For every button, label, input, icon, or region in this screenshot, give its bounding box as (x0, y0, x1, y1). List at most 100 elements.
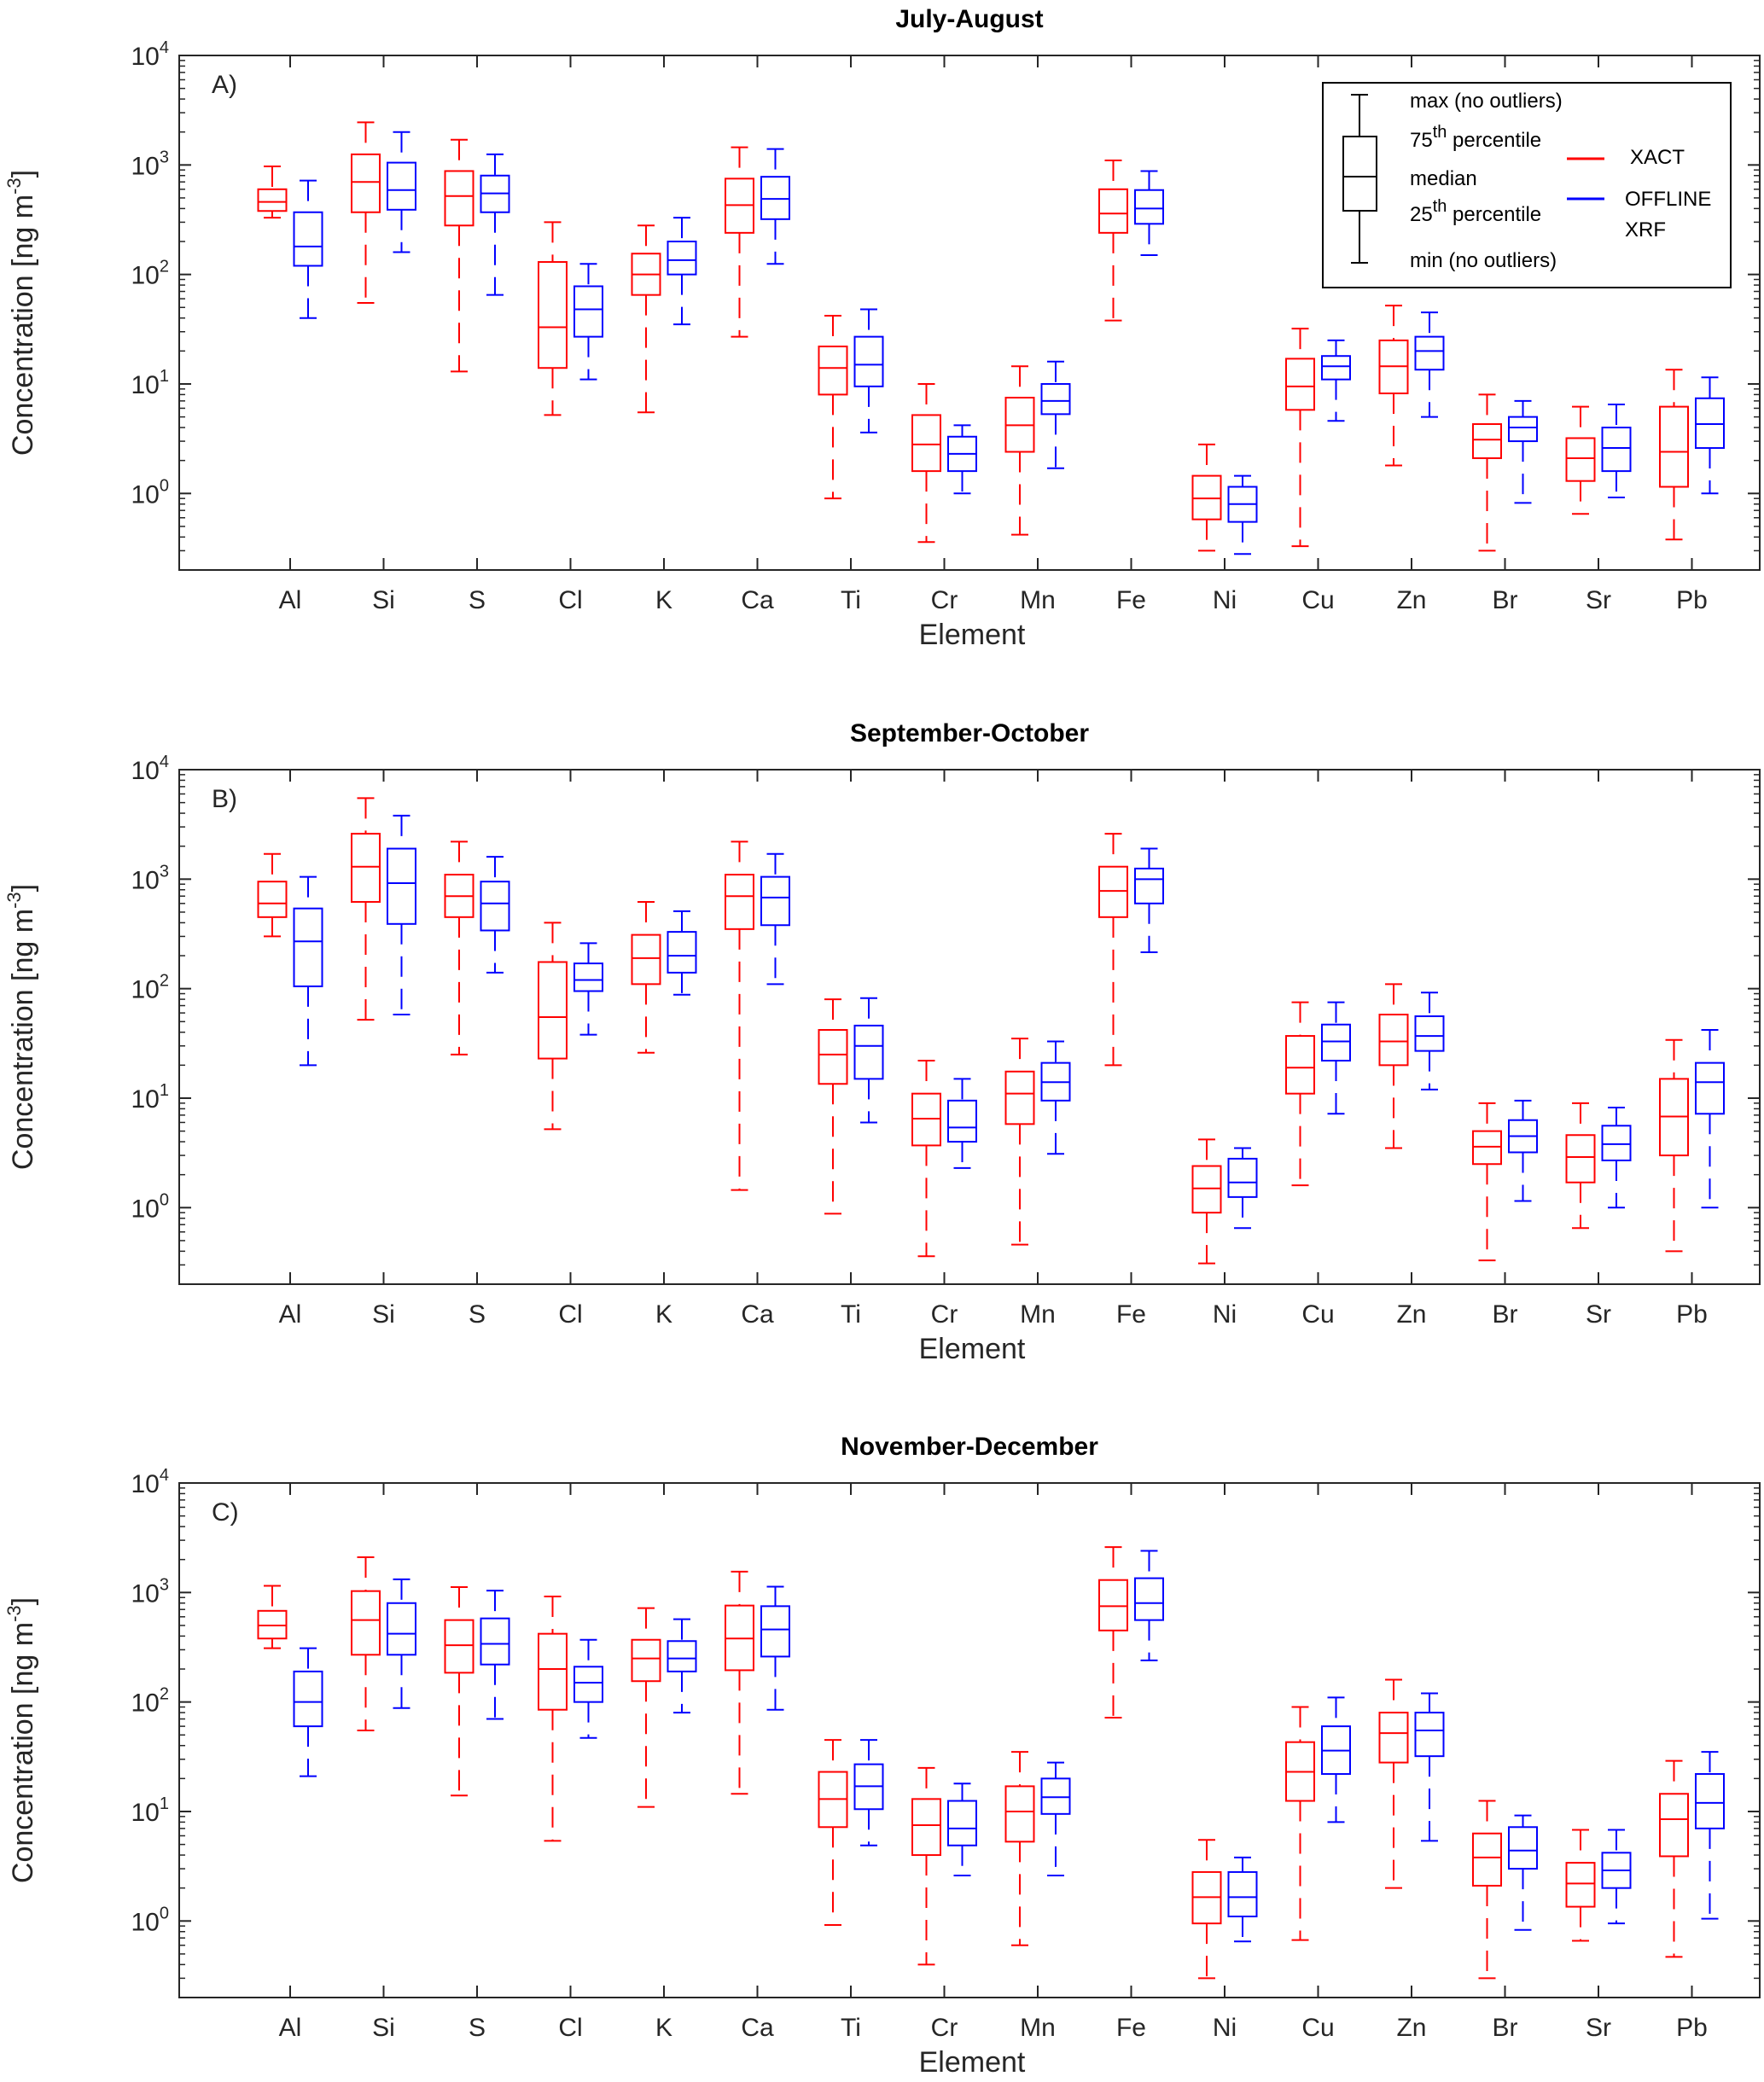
y-axis-label: Concentration [ng m-3] (3, 1597, 39, 1883)
iqr-box (1227, 1870, 1258, 1917)
box-plot (725, 146, 754, 338)
legend-min-label: min (no outliers) (1410, 249, 1557, 272)
box-plot (1191, 1839, 1222, 1980)
y-tick-label: 104 (131, 1466, 170, 1498)
box-plot (631, 900, 661, 1054)
box-plot (1659, 1038, 1689, 1253)
iqr-box (911, 1798, 941, 1857)
box-plot (538, 1595, 568, 1842)
iqr-box (853, 335, 884, 387)
x-tick-label: Mn (1020, 2014, 1056, 2042)
box-plot (1414, 992, 1445, 1090)
x-tick-label: Cu (1301, 2014, 1334, 2042)
box-plot (1227, 474, 1258, 555)
iqr-box (1098, 865, 1128, 918)
box-plot (1695, 376, 1725, 495)
box-plot (293, 875, 323, 1067)
y-tick-label: 100 (131, 1904, 170, 1936)
iqr-box (444, 170, 474, 227)
x-tick-label: Fe (1116, 1300, 1146, 1329)
iqr-box (1321, 1023, 1351, 1062)
x-axis-label: Element (919, 619, 1026, 651)
iqr-box (1472, 1832, 1502, 1887)
box-plot (351, 1556, 381, 1731)
iqr-box (631, 933, 661, 986)
x-tick-label: Zn (1396, 1300, 1426, 1329)
x-tick-label: Ca (741, 2014, 774, 2042)
box-plot (351, 797, 381, 1021)
box-plot (573, 942, 603, 1036)
iqr-box (293, 1670, 323, 1728)
iqr-box (293, 907, 323, 987)
iqr-box (1508, 416, 1538, 443)
iqr-box (293, 211, 323, 267)
iqr-box (911, 414, 941, 473)
box-plot (293, 179, 323, 319)
x-tick-label: K (655, 1300, 672, 1329)
iqr-box (667, 241, 697, 276)
x-tick-label: Si (372, 1300, 395, 1329)
box-plot (1695, 1751, 1725, 1920)
box-plot (1321, 1696, 1351, 1823)
box-plot (1601, 403, 1632, 498)
iqr-box (1414, 1015, 1445, 1052)
iqr-box (631, 1638, 661, 1683)
x-tick-label: Ni (1213, 1300, 1237, 1329)
iqr-box (573, 1666, 603, 1703)
x-axis-label: Element (919, 2046, 1026, 2079)
iqr-box (573, 285, 603, 338)
x-tick-label: Cl (558, 1300, 582, 1329)
legend-q1-label: 25th percentile (1410, 197, 1541, 226)
box-plot (818, 998, 848, 1215)
iqr-box (1321, 355, 1351, 381)
box-plot (818, 314, 848, 500)
x-tick-label: Sr (1586, 586, 1611, 614)
x-tick-label: Zn (1396, 586, 1426, 614)
iqr-box (1414, 1712, 1445, 1758)
x-tick-label: Zn (1396, 2014, 1426, 2042)
iqr-box (1565, 437, 1596, 482)
box-plot (1040, 360, 1071, 469)
iqr-box (947, 1800, 977, 1846)
x-tick-label: Cu (1301, 1300, 1334, 1329)
y-tick-label: 101 (131, 367, 170, 399)
iqr-box (480, 1617, 510, 1666)
iqr-box (911, 1092, 941, 1147)
iqr-box (1378, 1712, 1409, 1764)
iqr-box (1004, 1070, 1035, 1125)
iqr-box (853, 1024, 884, 1080)
iqr-box (667, 1640, 697, 1672)
x-axis-label: Element (919, 1333, 1026, 1365)
box-plot (1472, 393, 1502, 552)
plot-area-frame (178, 769, 1761, 1285)
iqr-box (760, 1605, 790, 1658)
box-plot (444, 840, 474, 1056)
box-plot (1378, 1678, 1409, 1889)
box-plot (1134, 1550, 1164, 1661)
iqr-box (1472, 1130, 1502, 1166)
box-plot (257, 1585, 288, 1649)
legend-xact-label: XACT (1630, 146, 1685, 169)
y-tick-label: 100 (131, 1190, 170, 1223)
x-tick-label: Br (1493, 1300, 1518, 1329)
box-plot (1285, 328, 1315, 548)
y-tick-label: 102 (131, 972, 170, 1004)
iqr-box (1565, 1862, 1596, 1908)
x-tick-label: Cu (1301, 586, 1334, 614)
iqr-box (1601, 1125, 1632, 1161)
y-tick-label: 101 (131, 1081, 170, 1114)
x-tick-label: Cr (931, 2014, 958, 2042)
box-plot (631, 1607, 661, 1808)
iqr-box (538, 961, 568, 1060)
box-plot (1098, 833, 1128, 1067)
panel-label: B) (212, 785, 237, 813)
iqr-box (1695, 1773, 1725, 1829)
iqr-box (667, 931, 697, 974)
box-plot (1565, 1102, 1596, 1230)
x-tick-label: S (469, 586, 486, 614)
box-plot (760, 852, 790, 986)
panels: July-August A) 100 101 102 103 104 Concentratio… (3, 5, 1761, 2079)
box-plot (1659, 369, 1689, 541)
chart-title: July-August (895, 5, 1043, 33)
box-plot (1285, 1001, 1315, 1187)
